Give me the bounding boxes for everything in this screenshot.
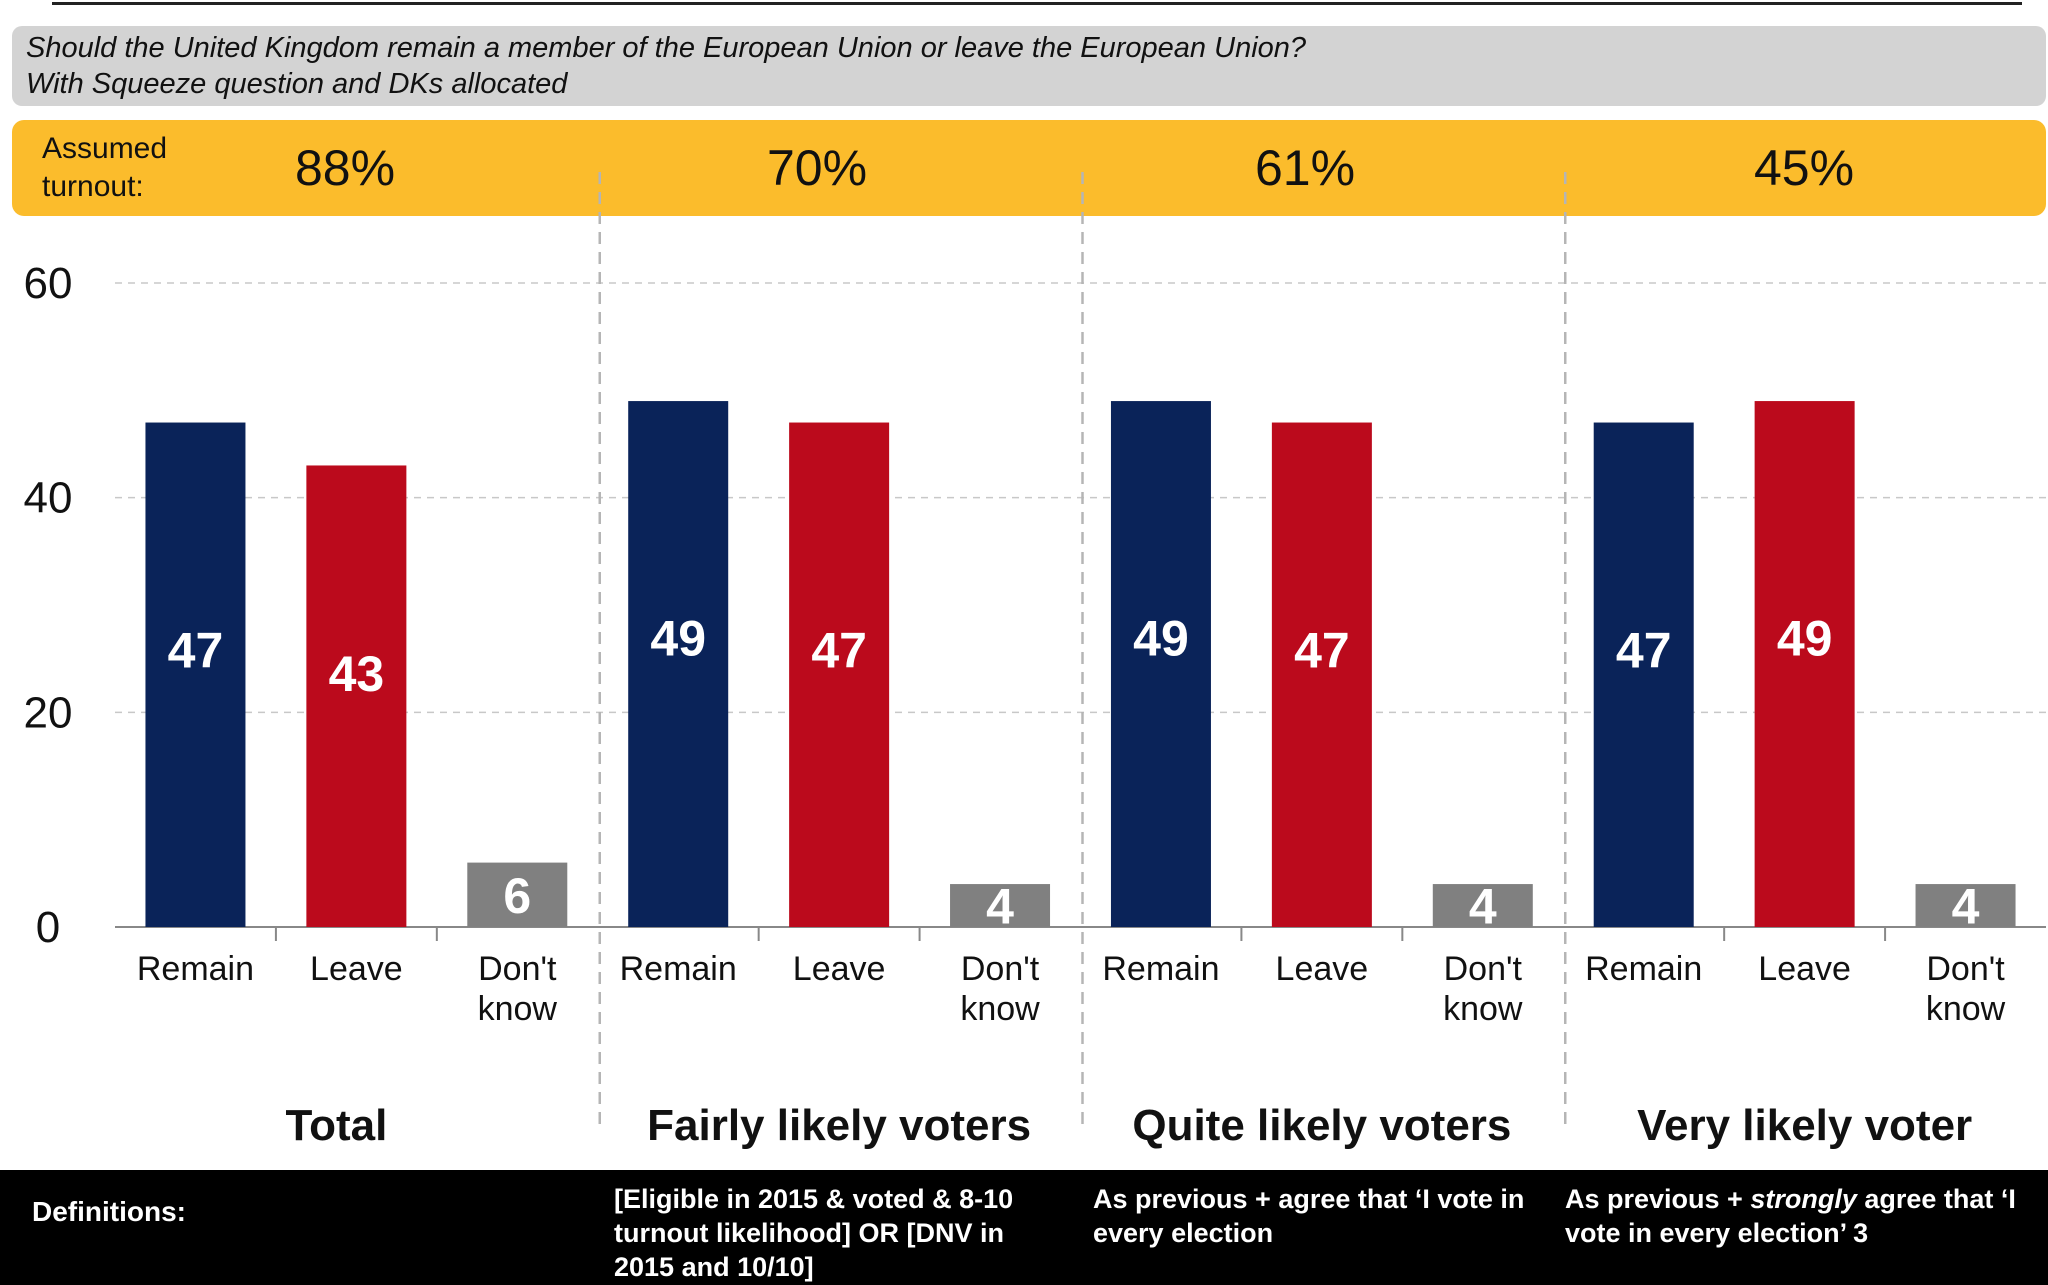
bar-dont-know [1915, 884, 2016, 927]
bar-remain [628, 401, 729, 928]
data-label: 47 [811, 623, 867, 679]
y-tick-label: 20 [24, 688, 73, 737]
data-label: 47 [1294, 623, 1350, 679]
y-tick-label: 60 [24, 259, 73, 308]
turnout-value-fairly: 70% [766, 140, 868, 196]
category-label: know [478, 990, 558, 1028]
category-label: Remain [1102, 950, 1219, 988]
data-label: 47 [168, 623, 224, 679]
group-title: Total [285, 1101, 387, 1150]
category-label: Remain [1585, 950, 1702, 988]
bar-leave [1271, 422, 1372, 927]
data-label: 47 [1616, 623, 1672, 679]
data-label: 4 [1469, 879, 1497, 935]
turnout-value-very: 45% [1753, 140, 1855, 196]
bar-dont-know [950, 884, 1051, 927]
bar-remain [145, 422, 246, 927]
definitions-bar: Definitions: [Eligible in 2015 & voted &… [0, 1170, 2048, 1285]
category-label: Don't [961, 950, 1040, 988]
y-tick-label: 40 [24, 474, 73, 523]
turnout-value-quite: 61% [1254, 140, 1356, 196]
definition-fairly: [Eligible in 2015 & voted & 8-10 turnout… [614, 1184, 1014, 1282]
data-label: 49 [1777, 611, 1833, 667]
data-label: 49 [650, 611, 706, 667]
category-label: Leave [793, 950, 886, 988]
definition-very: As previous + strongly agree that ‘I vot… [1565, 1182, 2035, 1250]
question-text: Should the United Kingdom remain a membe… [26, 32, 1307, 64]
definition-quite: As previous + agree that ‘I vote in ever… [1093, 1184, 1525, 1248]
group-title: Fairly likely voters [647, 1101, 1031, 1150]
category-label: know [1443, 990, 1523, 1028]
bar-leave [789, 422, 890, 927]
group-title: Very likely voter [1637, 1101, 1972, 1150]
definition-very-emphasis: strongly [1750, 1184, 1857, 1214]
question-banner: Should the United Kingdom remain a membe… [12, 26, 2046, 106]
bar-remain [1110, 401, 1211, 928]
category-label: Remain [137, 950, 254, 988]
definitions-label: Definitions: [32, 1196, 186, 1227]
bar-leave [306, 465, 407, 927]
bar-leave [1754, 401, 1855, 928]
category-label: Remain [620, 950, 737, 988]
bar-chart: 020406047Remain43Leave6Don'tknowTotal49R… [24, 172, 2046, 1150]
data-label: 4 [1952, 879, 1980, 935]
definition-very-prefix: As previous + [1565, 1184, 1751, 1214]
data-label: 4 [986, 879, 1014, 935]
category-label: know [1926, 990, 2006, 1028]
turnout-band: Assumed turnout: 88% 70% 61% 45% [12, 120, 2046, 216]
category-label: Don't [478, 950, 557, 988]
y-tick-label: 0 [36, 903, 60, 952]
turnout-label: Assumed turnout: [42, 132, 168, 203]
category-label: Leave [1758, 950, 1851, 988]
category-label: Don't [1926, 950, 2005, 988]
group-title: Quite likely voters [1132, 1101, 1511, 1150]
category-label: Leave [1276, 950, 1369, 988]
bar-remain [1593, 422, 1694, 927]
data-label: 6 [503, 868, 531, 924]
category-label: Leave [310, 950, 403, 988]
definition-very-suffix: agree that ‘I vote in every election’ 3 [1565, 1184, 2016, 1248]
data-label: 43 [329, 646, 385, 702]
bar-dont-know [467, 862, 568, 927]
question-subtext: With Squeeze question and DKs allocated [26, 68, 568, 100]
top-rule [52, 2, 2022, 5]
category-label: Don't [1444, 950, 1523, 988]
bar-dont-know [1432, 884, 1533, 927]
category-label: know [960, 990, 1040, 1028]
data-label: 49 [1133, 611, 1189, 667]
turnout-value-total: 88% [294, 140, 396, 196]
